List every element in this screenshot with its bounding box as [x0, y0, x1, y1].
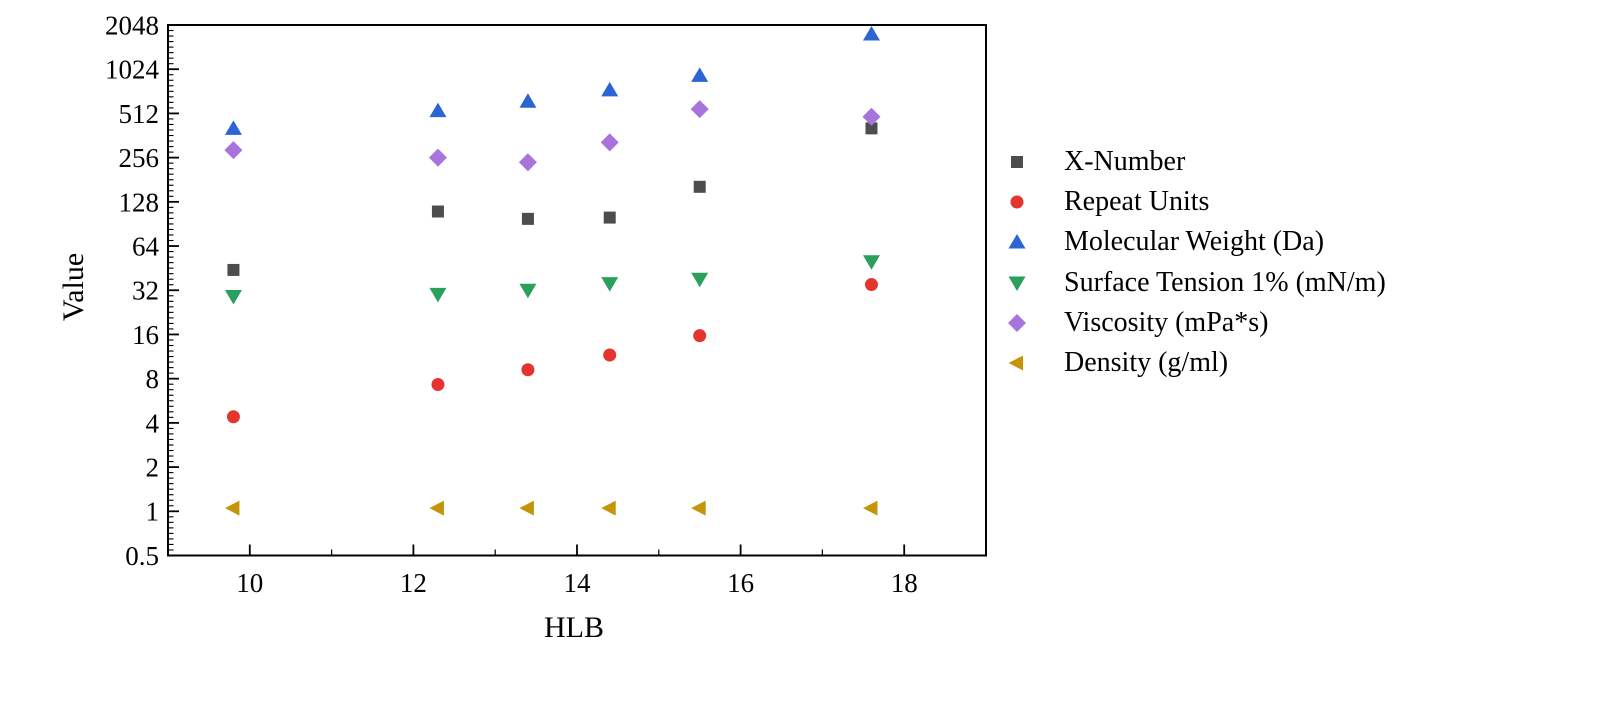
plot-frame: [167, 24, 987, 557]
legend: X-Number Repeat Units Molecular Weight (Da…: [1000, 142, 1386, 383]
legend-marker-diamond-icon: [1008, 313, 1026, 332]
legend-marker-triangle-down-icon: [1008, 276, 1026, 291]
data-point: [224, 141, 243, 160]
y-axis-title: Value: [57, 252, 90, 322]
data-point: [521, 212, 534, 225]
data-point: [862, 255, 880, 270]
data-point: [519, 500, 534, 516]
data-point: [431, 205, 444, 218]
legend-item: Surface Tension 1% (mN/m): [1000, 263, 1386, 303]
x-tick-label: 18: [891, 568, 918, 598]
data-point: [227, 263, 240, 276]
data-point: [429, 500, 444, 516]
data-point: [521, 363, 535, 377]
y-tick-label: 1: [146, 497, 160, 527]
y-tick-label: 64: [132, 231, 160, 261]
data-point: [862, 107, 881, 126]
data-point: [224, 120, 242, 135]
data-point: [601, 277, 619, 292]
x-tick-label: 16: [727, 568, 754, 598]
legend-marker-triangle-up-icon: [1008, 234, 1026, 249]
data-point: [429, 287, 447, 303]
legend-label: Surface Tension 1% (mN/m): [1064, 266, 1386, 298]
data-point: [428, 148, 447, 167]
data-point: [431, 378, 445, 392]
data-point: [862, 500, 878, 516]
data-point: [691, 67, 709, 82]
y-tick-label: 256: [119, 143, 160, 173]
y-tick-label: 32: [132, 276, 159, 306]
legend-label: Density (g/ml): [1064, 347, 1229, 379]
legend-marker-square-icon: [1011, 156, 1023, 169]
data-point: [693, 329, 707, 343]
data-point: [224, 290, 242, 305]
legend-marker-triangle-left-icon: [1008, 355, 1023, 371]
legend-item: Viscosity (mPa*s): [1000, 303, 1386, 343]
legend-marker-triangle-up-icon: [1008, 234, 1026, 249]
data-point: [429, 102, 447, 118]
legend-item: Repeat Units: [1000, 182, 1386, 222]
legend-marker-circle-icon: [1010, 195, 1024, 209]
data-point: [862, 25, 880, 41]
legend-label: Molecular Weight (Da): [1064, 226, 1325, 258]
data-point: [865, 122, 878, 135]
data-point: [690, 100, 709, 119]
y-tick-label: 4: [146, 408, 160, 438]
y-tick-label: 16: [132, 320, 159, 350]
data-point: [224, 500, 240, 516]
data-point: [518, 153, 537, 172]
y-tick-label: 2048: [105, 10, 159, 40]
data-point: [693, 180, 706, 193]
x-tick-label: 10: [236, 568, 263, 598]
data-point: [226, 410, 240, 424]
legend-marker-circle-icon: [1010, 195, 1024, 209]
y-tick-label: 128: [119, 187, 160, 217]
legend-label: Viscosity (mPa*s): [1064, 306, 1269, 338]
data-point: [691, 272, 709, 288]
data-point: [600, 133, 619, 152]
data-point: [864, 278, 878, 292]
x-axis-title: HLB: [544, 611, 604, 644]
legend-marker-square-icon: [1011, 156, 1023, 169]
data-point: [519, 283, 537, 299]
legend-label: Repeat Units: [1064, 186, 1210, 218]
data-point: [519, 93, 537, 108]
x-tick-label: 14: [564, 568, 592, 598]
data-point: [603, 348, 617, 362]
data-point: [601, 500, 616, 516]
y-tick-label: 8: [146, 364, 160, 394]
y-tick-label: 1024: [105, 55, 160, 85]
legend-item: X-Number: [1000, 142, 1386, 182]
legend-label: X-Number: [1064, 146, 1186, 178]
legend-item: Molecular Weight (Da): [1000, 222, 1386, 262]
legend-marker-diamond-icon: [1008, 313, 1026, 332]
y-tick-label: 0.5: [125, 541, 159, 571]
y-tick-label: 2: [146, 453, 160, 483]
legend-marker-triangle-down-icon: [1008, 276, 1026, 291]
y-tick-label: 512: [119, 99, 160, 129]
data-point: [691, 500, 706, 516]
legend-marker-triangle-left-icon: [1008, 355, 1023, 371]
legend-item: Density (g/ml): [1000, 343, 1386, 383]
data-point: [601, 81, 619, 97]
data-point: [603, 211, 616, 224]
x-tick-label: 12: [400, 568, 427, 598]
